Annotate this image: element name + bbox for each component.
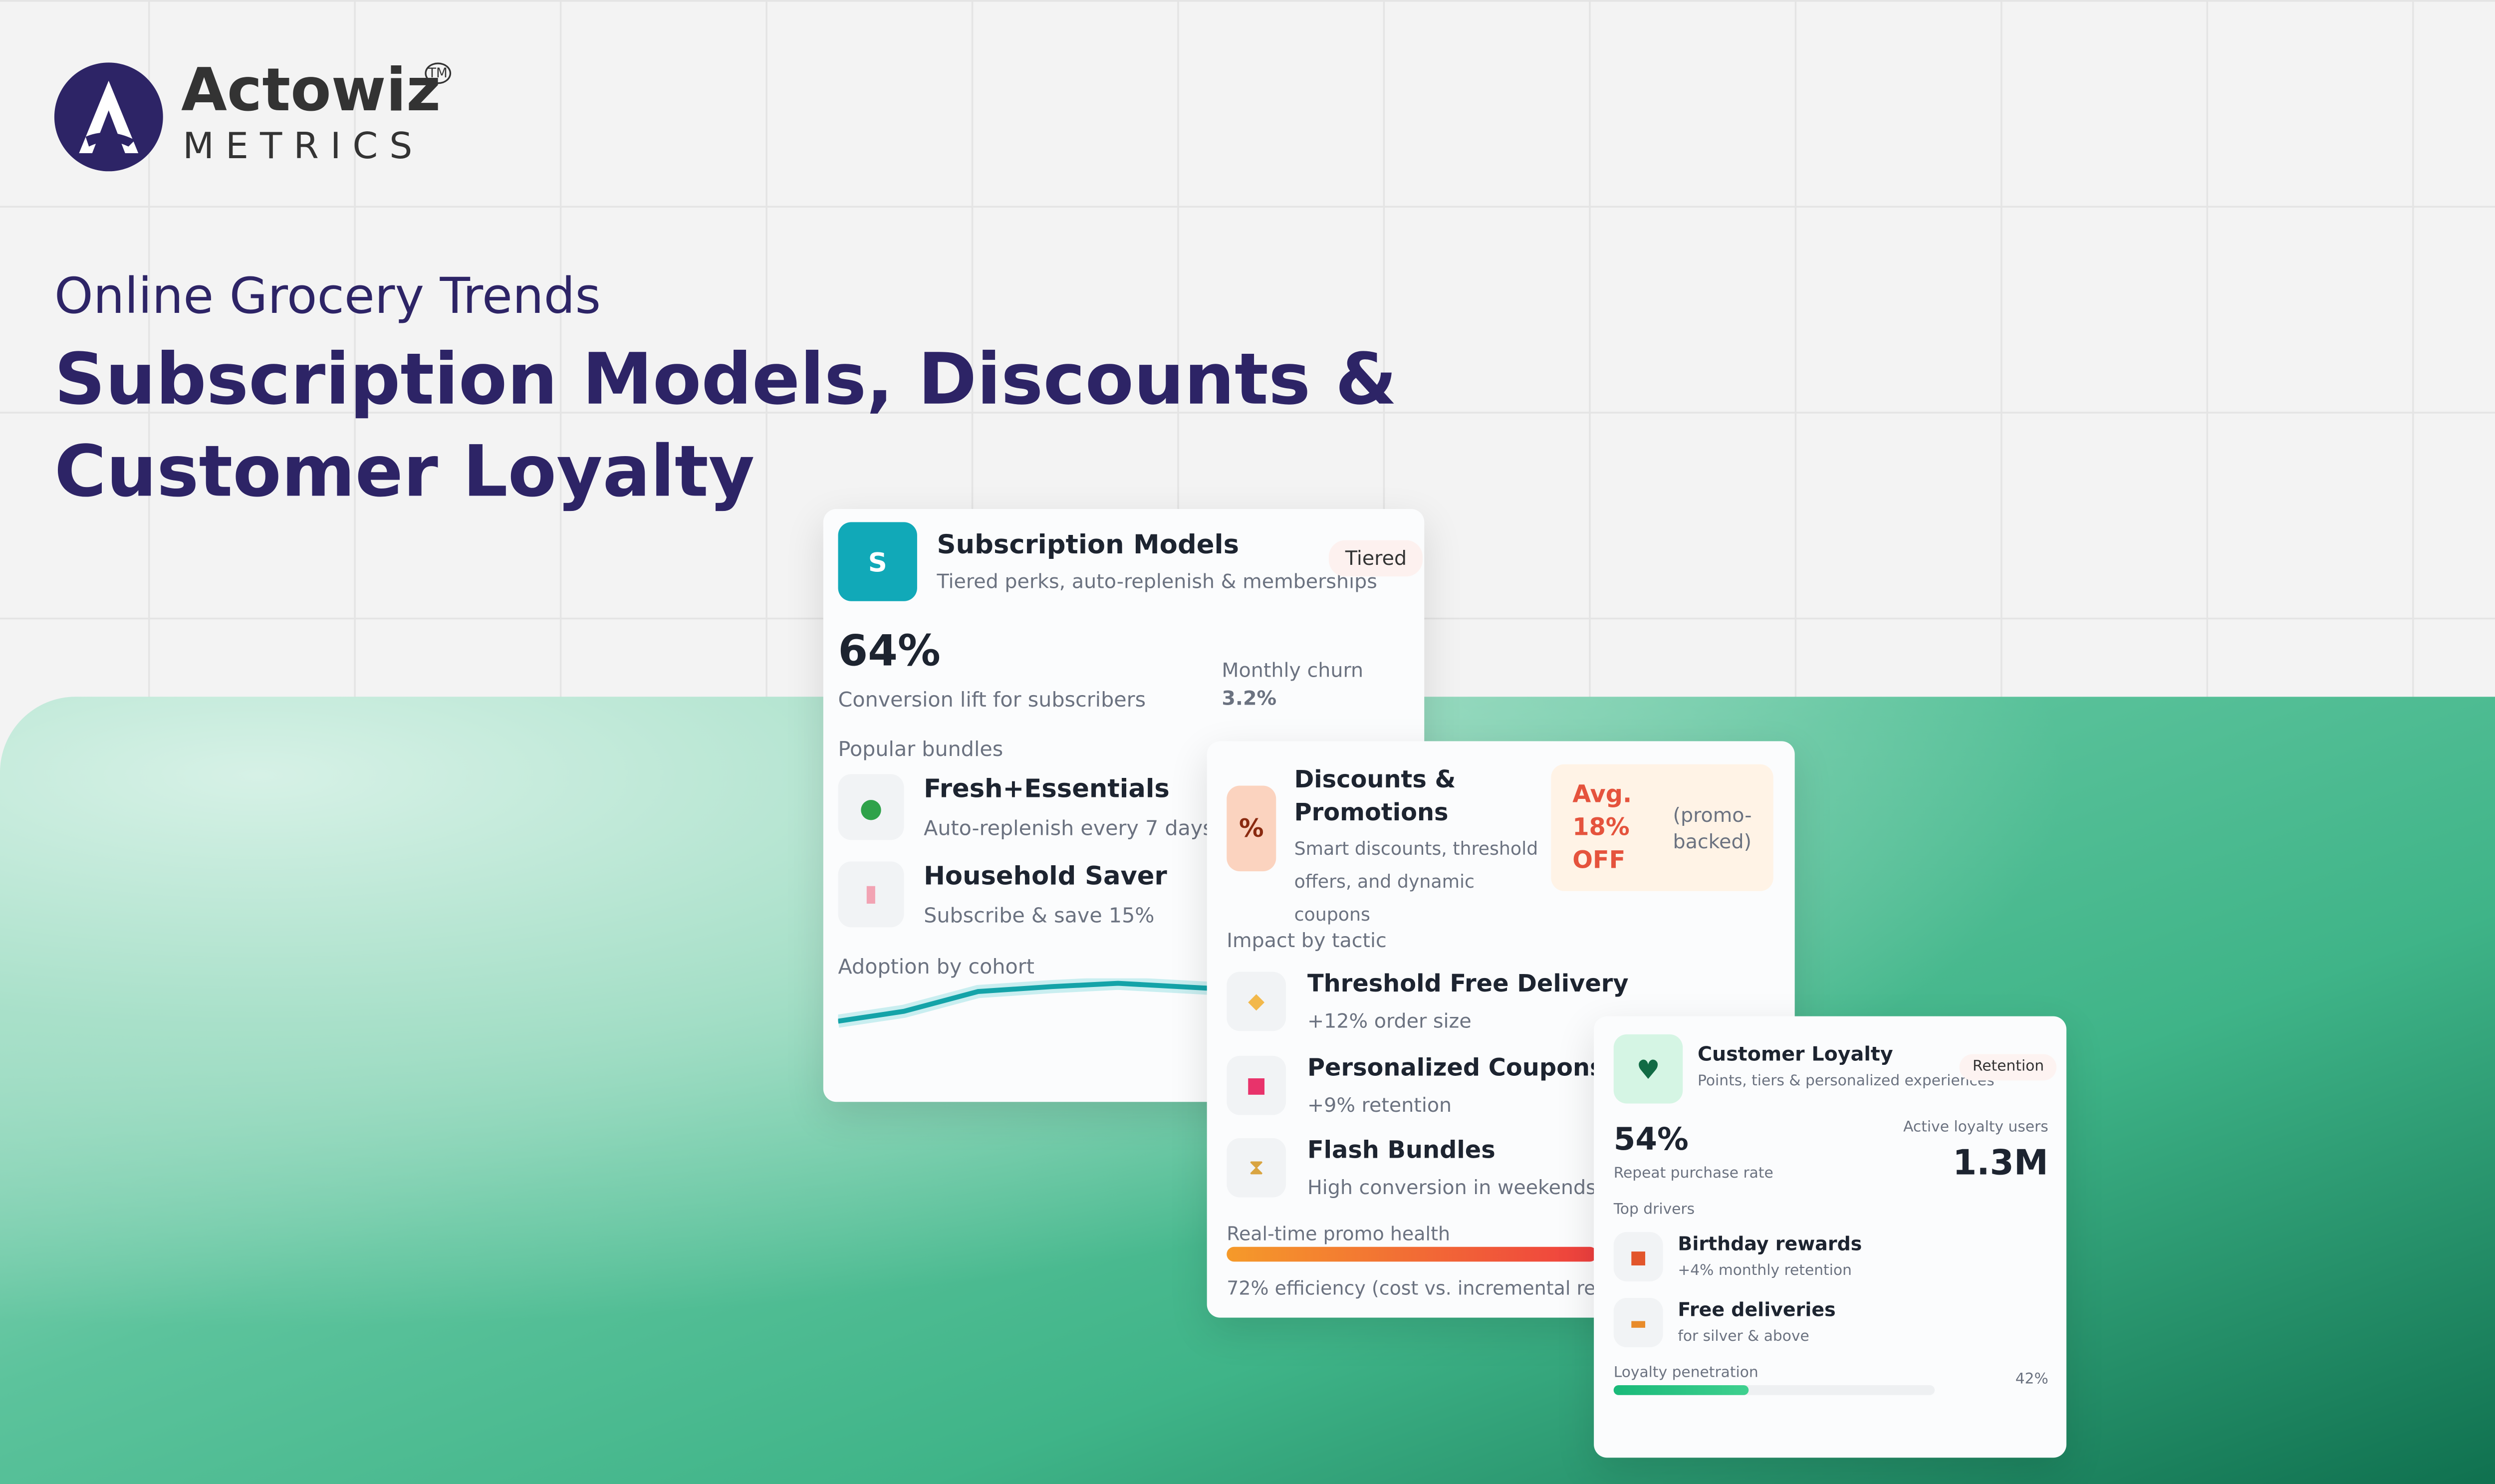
driver-icon: ▬	[1613, 1298, 1663, 1348]
bundle-text: Auto-replenish every 7 days	[924, 815, 1214, 840]
page-title: Subscription Models, Discounts & Custome…	[54, 339, 1397, 514]
discounts-icon: %	[1227, 785, 1276, 872]
stat-label: Conversion lift for subscribers	[838, 687, 1146, 712]
logo-subtitle: METRICS	[183, 127, 424, 168]
tactic-title: Threshold Free Delivery	[1307, 972, 1629, 998]
tactic-text: +12% order size	[1307, 1009, 1472, 1033]
tactic-title: Flash Bundles	[1307, 1138, 1496, 1165]
stat: 54%	[1613, 1121, 1689, 1158]
card-title: Subscription Models	[937, 528, 1240, 560]
badge: Tiered	[1328, 540, 1424, 577]
tactic-title: Personalized Coupons	[1307, 1055, 1604, 1082]
users-value: 1.3M	[1953, 1143, 2048, 1183]
tactic-icon: ⧗	[1227, 1138, 1286, 1198]
tactic-text: High conversion in weekends	[1307, 1176, 1596, 1199]
churn-value: 3.2%	[1222, 687, 1277, 710]
tactic-icon: ◆	[1227, 972, 1286, 1031]
logo-mark	[54, 62, 163, 172]
penetration-value: 42%	[2015, 1372, 2048, 1389]
driver-title: Birthday rewards	[1678, 1232, 1862, 1255]
bundle-icon: ●	[838, 774, 904, 840]
bundle-title: Fresh+Essentials	[924, 774, 1170, 804]
tactic-icon: ■	[1227, 1055, 1286, 1115]
logo-name: Actowiz	[181, 57, 441, 125]
driver-title: Free deliveries	[1678, 1298, 1836, 1321]
card-subtitle: Smart discounts, threshold offers, and d…	[1294, 838, 1538, 926]
card-subtitle: Points, tiers & personalized experiences	[1697, 1074, 1995, 1091]
loyalty-icon: ♥	[1613, 1034, 1683, 1104]
logo-trademark: TM	[425, 62, 451, 84]
kicker: Online Grocery Trends	[54, 268, 601, 326]
sparkline	[838, 978, 1209, 1028]
bundle-text: Subscribe & save 15%	[924, 902, 1155, 928]
loyalty-card: ♥ Customer Loyalty Points, tiers & perso…	[1594, 1016, 2067, 1458]
section-label: Adoption by cohort	[838, 954, 1034, 979]
bundle-title: Household Saver	[924, 861, 1167, 891]
badge: Retention	[1959, 1054, 2057, 1081]
card-title: Discounts & Promotions	[1294, 767, 1456, 827]
driver-icon: ■	[1613, 1232, 1663, 1282]
tactic-text: +9% retention	[1307, 1093, 1452, 1117]
health-bar	[1227, 1246, 1597, 1262]
badge: Avg. 18% OFF	[1572, 782, 1632, 875]
subscription-icon: S	[838, 522, 917, 601]
penetration-fill	[1613, 1385, 1749, 1395]
section-label: Impact by tactic	[1227, 929, 1387, 952]
driver-text: +4% monthly retention	[1678, 1263, 1852, 1280]
badge-note: (promo-backed)	[1673, 803, 1752, 853]
driver-text: for silver & above	[1678, 1329, 1809, 1346]
section-label: Top drivers	[1613, 1202, 1695, 1219]
churn-label: Monthly churn	[1222, 659, 1364, 682]
penetration-track	[1613, 1385, 1935, 1395]
stat: 64%	[838, 627, 941, 677]
card-title: Customer Loyalty	[1697, 1042, 1893, 1066]
penetration-label: Loyalty penetration	[1613, 1365, 1758, 1382]
health-label: Real-time promo health	[1227, 1222, 1451, 1245]
card-subtitle: Tiered perks, auto-replenish & membershi…	[937, 570, 1377, 593]
discounts-card: % Discounts & Promotions Smart discounts…	[1207, 741, 1795, 1318]
stat-label: Repeat purchase rate	[1613, 1166, 1773, 1183]
bundle-icon: ▮	[838, 861, 904, 928]
section-label: Popular bundles	[838, 736, 1003, 761]
badge-box	[1551, 764, 1773, 891]
health-text: 72% efficiency (cost vs. incremental rev…	[1227, 1276, 1662, 1300]
users-label: Active loyalty users	[1903, 1120, 2048, 1137]
